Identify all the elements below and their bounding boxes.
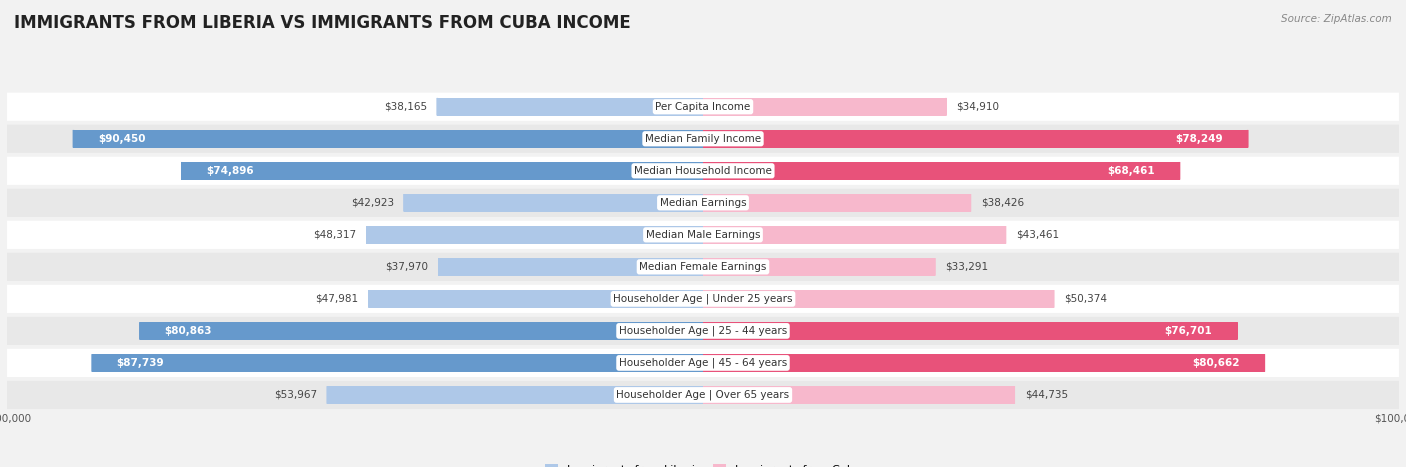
FancyBboxPatch shape bbox=[703, 386, 1014, 404]
Text: Median Family Income: Median Family Income bbox=[645, 134, 761, 144]
Text: $87,739: $87,739 bbox=[117, 358, 165, 368]
FancyBboxPatch shape bbox=[703, 322, 1237, 340]
Text: $33,291: $33,291 bbox=[945, 262, 988, 272]
Text: $68,461: $68,461 bbox=[1108, 166, 1156, 176]
FancyBboxPatch shape bbox=[7, 189, 1399, 217]
Text: Median Household Income: Median Household Income bbox=[634, 166, 772, 176]
FancyBboxPatch shape bbox=[703, 290, 1053, 308]
FancyBboxPatch shape bbox=[7, 349, 1399, 377]
Text: $50,374: $50,374 bbox=[1064, 294, 1107, 304]
Text: Source: ZipAtlas.com: Source: ZipAtlas.com bbox=[1281, 14, 1392, 24]
FancyBboxPatch shape bbox=[181, 162, 703, 180]
Text: $74,896: $74,896 bbox=[207, 166, 253, 176]
Text: Householder Age | 45 - 64 years: Householder Age | 45 - 64 years bbox=[619, 358, 787, 368]
Text: $48,317: $48,317 bbox=[314, 230, 356, 240]
FancyBboxPatch shape bbox=[7, 221, 1399, 249]
FancyBboxPatch shape bbox=[368, 290, 703, 308]
Text: Median Male Earnings: Median Male Earnings bbox=[645, 230, 761, 240]
FancyBboxPatch shape bbox=[7, 92, 1399, 121]
Text: $44,735: $44,735 bbox=[1025, 390, 1069, 400]
Text: $34,910: $34,910 bbox=[956, 102, 1000, 112]
FancyBboxPatch shape bbox=[703, 194, 970, 212]
FancyBboxPatch shape bbox=[7, 381, 1399, 409]
Text: $43,461: $43,461 bbox=[1017, 230, 1059, 240]
FancyBboxPatch shape bbox=[7, 253, 1399, 281]
Text: Householder Age | 25 - 44 years: Householder Age | 25 - 44 years bbox=[619, 325, 787, 336]
FancyBboxPatch shape bbox=[7, 157, 1399, 185]
Text: $76,701: $76,701 bbox=[1164, 326, 1212, 336]
Text: $80,863: $80,863 bbox=[165, 326, 212, 336]
FancyBboxPatch shape bbox=[73, 130, 703, 148]
Text: $53,967: $53,967 bbox=[274, 390, 316, 400]
FancyBboxPatch shape bbox=[405, 194, 703, 212]
Text: $38,165: $38,165 bbox=[384, 102, 427, 112]
Text: $78,249: $78,249 bbox=[1175, 134, 1223, 144]
Text: $47,981: $47,981 bbox=[315, 294, 359, 304]
Text: $38,426: $38,426 bbox=[981, 198, 1024, 208]
Text: Median Female Earnings: Median Female Earnings bbox=[640, 262, 766, 272]
FancyBboxPatch shape bbox=[439, 258, 703, 276]
Text: Median Earnings: Median Earnings bbox=[659, 198, 747, 208]
FancyBboxPatch shape bbox=[703, 258, 935, 276]
Text: $80,662: $80,662 bbox=[1192, 358, 1240, 368]
FancyBboxPatch shape bbox=[703, 130, 1247, 148]
Legend: Immigrants from Liberia, Immigrants from Cuba: Immigrants from Liberia, Immigrants from… bbox=[540, 460, 866, 467]
FancyBboxPatch shape bbox=[7, 125, 1399, 153]
FancyBboxPatch shape bbox=[437, 98, 703, 115]
FancyBboxPatch shape bbox=[703, 98, 946, 115]
FancyBboxPatch shape bbox=[93, 354, 703, 372]
FancyBboxPatch shape bbox=[703, 226, 1005, 244]
Text: Householder Age | Over 65 years: Householder Age | Over 65 years bbox=[616, 389, 790, 400]
FancyBboxPatch shape bbox=[703, 354, 1264, 372]
Text: $42,923: $42,923 bbox=[350, 198, 394, 208]
Text: $90,450: $90,450 bbox=[98, 134, 145, 144]
Text: $37,970: $37,970 bbox=[385, 262, 429, 272]
Text: Householder Age | Under 25 years: Householder Age | Under 25 years bbox=[613, 294, 793, 304]
FancyBboxPatch shape bbox=[7, 317, 1399, 345]
FancyBboxPatch shape bbox=[141, 322, 703, 340]
Text: IMMIGRANTS FROM LIBERIA VS IMMIGRANTS FROM CUBA INCOME: IMMIGRANTS FROM LIBERIA VS IMMIGRANTS FR… bbox=[14, 14, 631, 32]
FancyBboxPatch shape bbox=[328, 386, 703, 404]
FancyBboxPatch shape bbox=[7, 285, 1399, 313]
FancyBboxPatch shape bbox=[367, 226, 703, 244]
FancyBboxPatch shape bbox=[703, 162, 1180, 180]
Text: Per Capita Income: Per Capita Income bbox=[655, 102, 751, 112]
